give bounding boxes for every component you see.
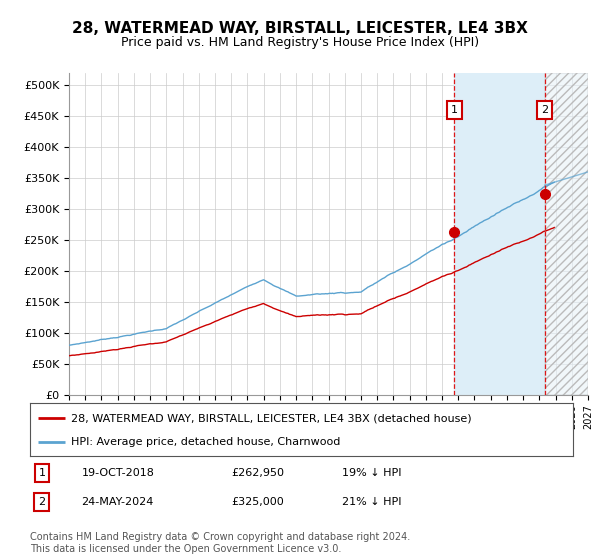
28, WATERMEAD WAY, BIRSTALL, LEICESTER, LE4 3BX (detached house) bbox=[125, 344, 132, 351]
HPI: Average price, detached house, Charnwood: (2.02e+03, 3.18e+05): Average price, detached house, Charnwood… bbox=[524, 194, 531, 201]
HPI: Average price, detached house, Charnwood: (2.02e+03, 3.43e+05): Average price, detached house, Charnwood… bbox=[551, 179, 558, 185]
Text: Price paid vs. HM Land Registry's House Price Index (HPI): Price paid vs. HM Land Registry's House … bbox=[121, 36, 479, 49]
Text: Contains HM Land Registry data © Crown copyright and database right 2024.
This d: Contains HM Land Registry data © Crown c… bbox=[30, 532, 410, 554]
Text: £262,950: £262,950 bbox=[231, 468, 284, 478]
Text: HPI: Average price, detached house, Charnwood: HPI: Average price, detached house, Char… bbox=[71, 436, 340, 446]
28, WATERMEAD WAY, BIRSTALL, LEICESTER, LE4 3BX (detached house) bbox=[235, 309, 242, 316]
Text: 21% ↓ HPI: 21% ↓ HPI bbox=[342, 497, 402, 507]
Text: 19% ↓ HPI: 19% ↓ HPI bbox=[342, 468, 402, 478]
28, WATERMEAD WAY, BIRSTALL, LEICESTER, LE4 3BX (detached house) bbox=[551, 224, 558, 231]
HPI: Average price, detached house, Charnwood: (2e+03, 9.59e+04): Average price, detached house, Charnwood… bbox=[125, 332, 132, 339]
Line: 28, WATERMEAD WAY, BIRSTALL, LEICESTER, LE4 3BX (detached house): 28, WATERMEAD WAY, BIRSTALL, LEICESTER, … bbox=[69, 227, 554, 356]
HPI: Average price, detached house, Charnwood: (2e+03, 1.47e+05): Average price, detached house, Charnwood… bbox=[210, 301, 217, 307]
Text: 28, WATERMEAD WAY, BIRSTALL, LEICESTER, LE4 3BX (detached house): 28, WATERMEAD WAY, BIRSTALL, LEICESTER, … bbox=[71, 413, 472, 423]
HPI: Average price, detached house, Charnwood: (2.01e+03, 1.67e+05): Average price, detached house, Charnwood… bbox=[235, 288, 242, 295]
Bar bbox=[454, 73, 545, 395]
Text: 19-OCT-2018: 19-OCT-2018 bbox=[82, 468, 154, 478]
28, WATERMEAD WAY, BIRSTALL, LEICESTER, LE4 3BX (detached house) bbox=[210, 319, 217, 325]
Bar bbox=[545, 73, 588, 395]
Line: HPI: Average price, detached house, Charnwood: HPI: Average price, detached house, Char… bbox=[69, 182, 554, 346]
Text: 28, WATERMEAD WAY, BIRSTALL, LEICESTER, LE4 3BX: 28, WATERMEAD WAY, BIRSTALL, LEICESTER, … bbox=[72, 21, 528, 36]
Text: 1: 1 bbox=[451, 105, 458, 115]
Bar bbox=[545, 73, 588, 395]
28, WATERMEAD WAY, BIRSTALL, LEICESTER, LE4 3BX (detached house) bbox=[278, 308, 285, 315]
28, WATERMEAD WAY, BIRSTALL, LEICESTER, LE4 3BX (detached house) bbox=[65, 352, 73, 359]
HPI: Average price, detached house, Charnwood: (2.01e+03, 1.71e+05): Average price, detached house, Charnwood… bbox=[278, 286, 285, 292]
HPI: Average price, detached house, Charnwood: (2e+03, 8e+04): Average price, detached house, Charnwood… bbox=[65, 342, 73, 349]
Text: £325,000: £325,000 bbox=[231, 497, 284, 507]
Text: 2: 2 bbox=[541, 105, 548, 115]
HPI: Average price, detached house, Charnwood: (2e+03, 1.6e+05): Average price, detached house, Charnwood… bbox=[226, 292, 233, 299]
Text: 1: 1 bbox=[38, 468, 46, 478]
28, WATERMEAD WAY, BIRSTALL, LEICESTER, LE4 3BX (detached house) bbox=[226, 312, 233, 319]
28, WATERMEAD WAY, BIRSTALL, LEICESTER, LE4 3BX (detached house) bbox=[524, 236, 531, 243]
Text: 2: 2 bbox=[38, 497, 46, 507]
Text: 24-MAY-2024: 24-MAY-2024 bbox=[82, 497, 154, 507]
